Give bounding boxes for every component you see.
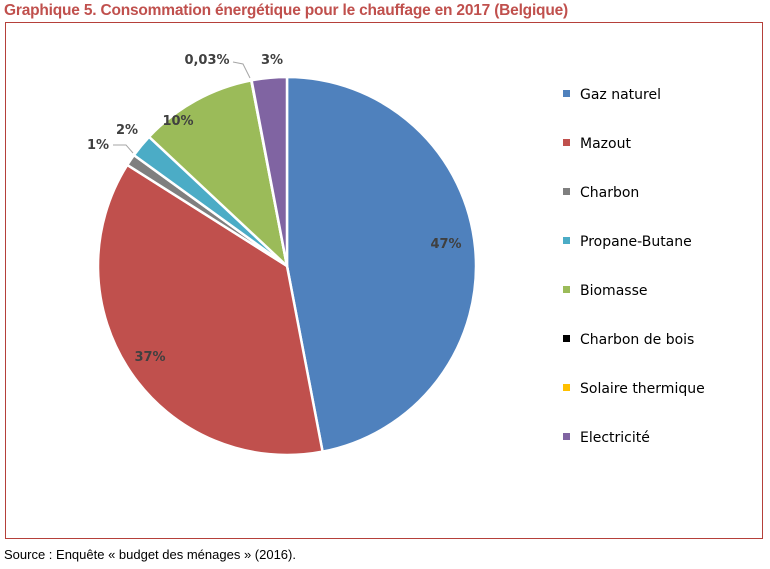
chart-title: Graphique 5. Consommation énergétique po… [4, 2, 568, 19]
legend-label-2: Charbon [580, 185, 639, 201]
legend-marker-7 [563, 433, 570, 440]
legend-marker-6 [563, 384, 570, 391]
data-label-6: 0,03% [184, 53, 229, 68]
legend-marker-2 [563, 188, 570, 195]
legend-marker-0 [563, 90, 570, 97]
data-label-4: 10% [162, 114, 193, 129]
legend-marker-5 [563, 335, 570, 342]
pie-slice-4 [147, 78, 289, 270]
legend-label-3: Propane-Butane [580, 234, 692, 250]
pie-slice-1 [96, 163, 325, 457]
pie-slice-7 [250, 75, 289, 267]
source-note: Source : Enquête « budget des ménages » … [4, 547, 296, 562]
data-label-7: 3% [261, 53, 283, 68]
legend-label-0: Gaz naturel [580, 87, 661, 103]
legend-label-4: Biomasse [580, 283, 647, 299]
data-label-3: 2% [116, 123, 138, 138]
legend-label-5: Charbon de bois [580, 332, 694, 348]
legend-marker-1 [563, 139, 570, 146]
legend-label-7: Electricité [580, 430, 650, 446]
legend-label-6: Solaire thermique [580, 381, 705, 397]
data-label-1: 37% [134, 350, 165, 365]
data-label-0: 47% [430, 237, 461, 252]
legend-marker-4 [563, 286, 570, 293]
pie-slice-0 [285, 75, 478, 454]
leader-line-charbon [113, 144, 134, 154]
legend-marker-3 [563, 237, 570, 244]
leader-line-solaire [232, 61, 251, 79]
chart-frame [5, 22, 763, 539]
legend-label-1: Mazout [580, 136, 631, 152]
data-label-2: 1% [87, 138, 109, 153]
